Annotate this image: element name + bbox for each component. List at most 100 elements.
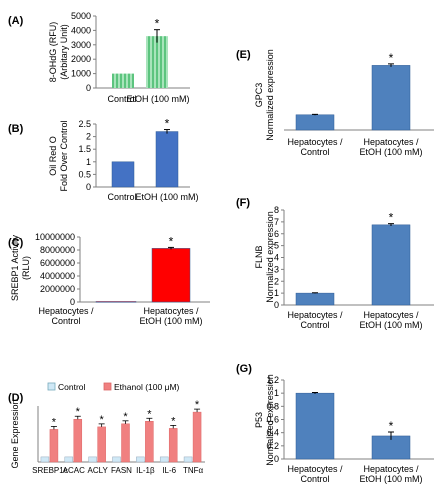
chart-panel-2: (B) Oil Red O Fold Over Control 0 0.5 1 1.5 2 2.… [8, 117, 199, 202]
bar-control [40, 456, 50, 463]
y-axis-label: Normalized expression [265, 49, 275, 141]
y-axis-label: (Arbitary Unit) [59, 24, 69, 80]
x-tick-label: EtOH (100 mM) [359, 474, 422, 484]
x-tick-label: TNFα [183, 466, 204, 475]
legend-swatch [47, 382, 56, 391]
chart-panel-5: (E) GPC3 Normalized expression Hepatocytes … [236, 49, 434, 157]
significance-marker: * [155, 17, 160, 31]
bar [295, 392, 335, 460]
y-axis-label: FLNB [254, 245, 264, 268]
y-tick-label: 4 [274, 253, 279, 263]
y-tick-label: 0 [274, 454, 279, 464]
y-tick-label: 2000000 [40, 284, 75, 294]
bar-ethanol [73, 418, 83, 463]
y-tick-label: 3000 [71, 40, 91, 50]
significance-marker: * [389, 211, 394, 225]
y-tick-label: 0 [86, 83, 91, 93]
x-tick-label: Hepatocytes / [287, 137, 343, 147]
significance-marker: * [147, 408, 152, 420]
panel-label: (B) [8, 123, 24, 135]
y-tick-label: 0.2 [266, 441, 279, 451]
x-tick-label: Hepatocytes / [287, 464, 343, 474]
y-tick-label: 5000 [71, 11, 91, 21]
y-axis-label: GPC3 [254, 83, 264, 108]
y-tick-label: 1.2 [266, 375, 279, 385]
x-tick-label: EtOH (100 mM) [359, 147, 422, 157]
y-tick-label: 1 [274, 388, 279, 398]
y-tick-label: 1 [86, 157, 91, 167]
y-tick-label: 6 [274, 229, 279, 239]
bar [295, 292, 335, 306]
significance-marker: * [123, 411, 128, 423]
y-axis-label: Fold Over Control [59, 120, 69, 191]
x-tick-label: Control [107, 94, 136, 104]
y-axis-label: P53 [254, 412, 264, 428]
y-axis-label: 8-OHdG (RFU) [48, 22, 58, 83]
x-tick-label: Control [51, 316, 80, 326]
significance-marker: * [52, 416, 57, 428]
y-tick-label: 0 [86, 182, 91, 192]
y-tick-label: 5 [274, 241, 279, 251]
panel-label: (F) [236, 197, 250, 209]
bar [155, 131, 179, 188]
significance-marker: * [165, 117, 170, 131]
bar-ethanol [121, 423, 130, 463]
bar [146, 36, 168, 88]
y-tick-label: 8 [274, 205, 279, 215]
legend-label: Ethanol (100 μM) [114, 382, 180, 392]
bar-control [112, 456, 121, 463]
y-tick-label: 0.4 [266, 428, 279, 438]
y-tick-label: 0.8 [266, 401, 279, 411]
bar [295, 114, 335, 131]
bar-ethanol [97, 426, 106, 463]
bar-ethanol [192, 411, 202, 463]
x-tick-label: IL-1β [136, 466, 155, 475]
y-tick-label: 1000 [71, 69, 91, 79]
significance-marker: * [171, 415, 176, 427]
x-tick-label: ACAC [63, 466, 85, 475]
y-axis-label: SREBP1 Activity [10, 234, 20, 301]
legend-swatch [103, 382, 112, 391]
x-tick-label: EtOH (100 mM) [135, 192, 198, 202]
x-tick-label: Control [300, 474, 329, 484]
bar-control [183, 456, 193, 463]
y-tick-label: 6000000 [40, 258, 75, 268]
significance-marker: * [169, 234, 174, 248]
bar-ethanol [49, 429, 59, 463]
y-axis-label: Normalized expression [265, 211, 275, 303]
bar-ethanol [168, 428, 178, 463]
bar-control [136, 456, 145, 463]
y-axis-label: Normalized expression [265, 374, 275, 466]
significance-marker: * [195, 399, 200, 411]
y-tick-label: 1.5 [78, 144, 91, 154]
panel-label: (G) [236, 363, 252, 375]
legend-label: Control [58, 382, 86, 392]
chart-panel-1: (A) 8-OHdG (RFU) (Arbitary Unit) 0 1000 2000 3… [8, 11, 190, 104]
bar-ethanol [145, 421, 154, 463]
chart-panel-4: (D)Gene Expression * SREBP1c * ACAC * ACLY * FAS… [8, 382, 205, 475]
y-tick-label: 2.5 [78, 119, 91, 129]
x-tick-label: ACLY [87, 466, 108, 475]
panel-label: (C) [8, 237, 24, 249]
x-tick-label: EtOH (100 mM) [359, 320, 422, 330]
y-tick-label: 0.6 [266, 415, 279, 425]
y-tick-label: 10000000 [35, 232, 75, 242]
y-tick-label: 2 [86, 132, 91, 142]
x-tick-label: Hepatocytes / [287, 310, 343, 320]
bar [151, 248, 191, 303]
x-tick-label: Hepatocytes / [38, 306, 94, 316]
bar [112, 73, 134, 88]
y-tick-label: 0 [274, 300, 279, 310]
bar [371, 65, 411, 131]
significance-marker: * [389, 419, 394, 433]
y-tick-label: 3 [274, 264, 279, 274]
chart-panel-3: (C)SREBP1 Activity (RLU) 0 2000000 4000000 60… [8, 232, 210, 326]
x-tick-label: SREBP1c [32, 466, 68, 475]
bar-control [88, 456, 97, 463]
y-tick-label: 0.5 [78, 169, 91, 179]
x-tick-label: Hepatocytes / [363, 464, 419, 474]
significance-marker: * [389, 51, 394, 65]
y-axis-label: Gene Expression [10, 399, 20, 468]
